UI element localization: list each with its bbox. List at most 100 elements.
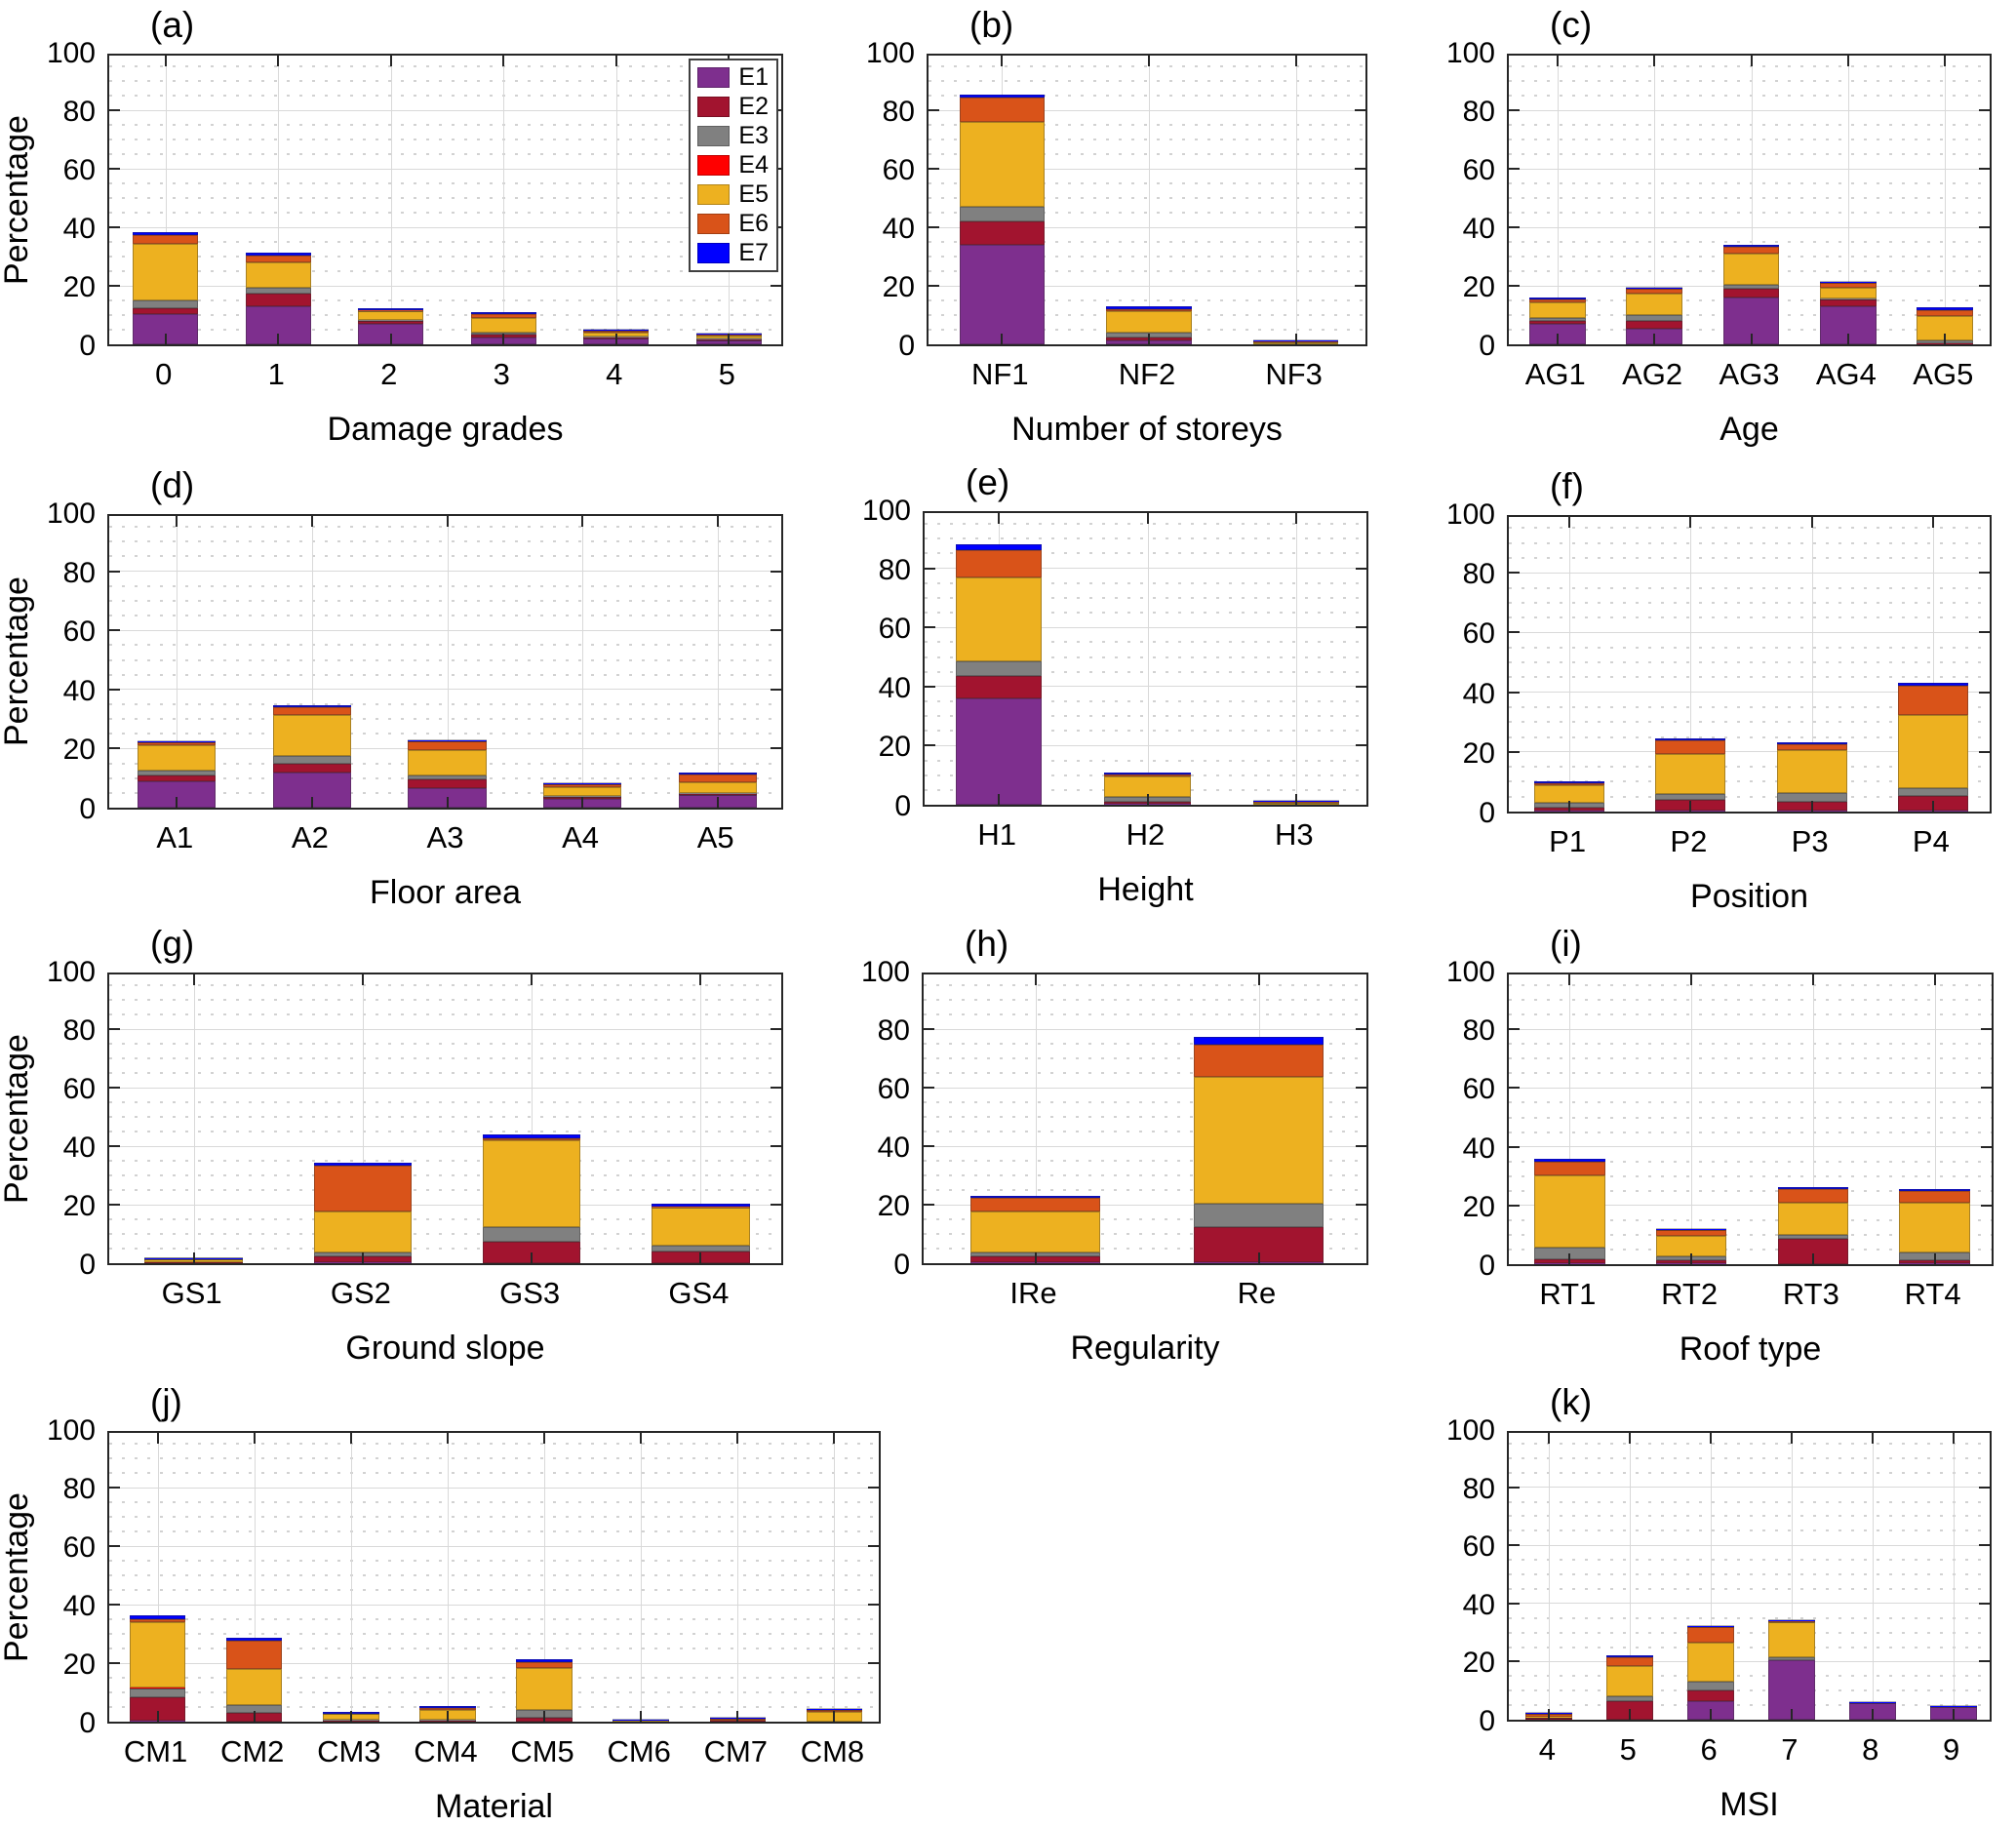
minor-gridline — [109, 1248, 781, 1250]
major-gridline — [109, 1604, 879, 1606]
y-tick-label: 100 — [46, 956, 96, 988]
vertical-gridline — [1872, 1433, 1874, 1720]
segment-E3 — [225, 1704, 283, 1713]
vertical-gridline — [165, 56, 167, 344]
x-tick-mark — [253, 1711, 256, 1722]
y-tick-label: 80 — [62, 1473, 96, 1505]
bar-h-Re — [1194, 971, 1324, 1263]
minor-gridline — [924, 1233, 1366, 1235]
x-tick-mark — [699, 1252, 702, 1263]
minor-gridline — [109, 1189, 781, 1191]
y-tick-mark — [1979, 226, 1990, 228]
major-gridline — [1509, 226, 1990, 228]
minor-gridline — [1509, 1675, 1990, 1678]
major-gridline — [1509, 572, 1990, 574]
major-gridline — [1509, 1544, 1990, 1546]
legend-entry-E1: E1 — [697, 65, 769, 90]
y-tick-mark — [1356, 626, 1366, 629]
y-tick-mark — [109, 109, 120, 111]
segment-E6 — [419, 1707, 476, 1710]
y-tick-mark — [1509, 1204, 1520, 1207]
minor-gridline — [1509, 1646, 1990, 1648]
y-tick-mark — [868, 1487, 879, 1489]
y-tick-mark — [924, 1087, 934, 1089]
x-tick-label: NF1 — [971, 357, 1029, 391]
major-gridline — [109, 1487, 879, 1489]
segment-E2 — [1722, 289, 1780, 298]
segment-E5 — [1528, 301, 1586, 318]
segment-E3 — [1820, 298, 1877, 299]
x-tick-mark — [389, 56, 392, 66]
y-tick-mark — [1509, 750, 1520, 753]
minor-gridline — [109, 1072, 781, 1074]
minor-gridline — [1509, 1233, 1992, 1236]
segment-E5 — [1534, 1174, 1605, 1248]
segment-E2 — [959, 221, 1045, 245]
minor-gridline — [109, 1691, 879, 1693]
x-tick-mark — [310, 797, 313, 808]
minor-gridline — [109, 329, 781, 331]
x-tick-mark — [998, 794, 1001, 805]
vertical-gridline — [1630, 1433, 1632, 1720]
minor-gridline — [924, 1116, 1366, 1118]
minor-gridline — [109, 658, 781, 661]
segment-E2 — [138, 774, 217, 781]
minor-gridline — [109, 1530, 879, 1532]
x-tick-mark — [1568, 517, 1571, 528]
segment-E3 — [138, 771, 217, 775]
x-axis-title-g: Ground slope — [345, 1330, 545, 1367]
y-tick-mark — [1509, 285, 1520, 287]
major-gridline — [109, 571, 781, 573]
bar-k-9 — [1929, 1429, 1977, 1720]
y-tick-label: 100 — [1445, 956, 1495, 988]
plot-area-f — [1507, 515, 1992, 814]
x-tick-mark — [1629, 1709, 1632, 1720]
y-tick-mark — [1355, 285, 1365, 287]
bar-b-NF2 — [1106, 52, 1192, 344]
segment-E3 — [1534, 1247, 1605, 1259]
segment-E7 — [806, 1709, 863, 1711]
panel-a: E1 E2 E3 E4 E5 E6 E7 0 20 40 60 80 100 0 1 2 3 4 5 Damage g… — [0, 5, 783, 448]
x-tick-label: AG4 — [1815, 357, 1877, 391]
segment-E6 — [1534, 1162, 1605, 1175]
minor-gridline — [929, 299, 1365, 301]
y-tick-label: 0 — [79, 1249, 96, 1281]
minor-gridline — [929, 124, 1365, 126]
x-tick-mark — [1568, 801, 1571, 812]
segment-E7 — [133, 231, 199, 235]
minor-gridline — [1509, 1442, 1990, 1445]
x-tick-label: 1 — [267, 357, 285, 391]
segment-E5 — [133, 243, 199, 300]
y-tick-mark — [771, 570, 781, 573]
x-tick-mark — [1294, 56, 1297, 66]
x-tick-mark — [543, 1711, 546, 1722]
minor-gridline — [1509, 780, 1990, 783]
segment-E1 — [959, 245, 1045, 344]
minor-gridline — [109, 999, 781, 1001]
minor-gridline — [929, 197, 1365, 199]
legend-entry-E3: E3 — [697, 124, 769, 148]
segment-E7 — [470, 312, 536, 314]
minor-gridline — [929, 95, 1365, 97]
y-tick-label: 0 — [79, 330, 96, 362]
x-tick-mark — [614, 334, 617, 344]
segment-E5 — [358, 311, 424, 320]
minor-gridline — [109, 1043, 781, 1045]
segment-E7 — [583, 330, 650, 332]
x-tick-mark — [1944, 334, 1947, 344]
x-tick-mark — [1294, 513, 1297, 524]
bar-c-AG4 — [1820, 52, 1877, 344]
segment-E3 — [1777, 1234, 1849, 1240]
y-tick-mark — [109, 226, 120, 228]
legend-entry-E4: E4 — [697, 153, 769, 178]
y-tick-label: 60 — [62, 1531, 96, 1564]
minor-gridline — [109, 1706, 879, 1708]
segment-E5 — [1606, 1665, 1654, 1697]
plot-area-g — [107, 973, 783, 1265]
minor-gridline — [929, 270, 1365, 272]
segment-E7 — [970, 1196, 1100, 1199]
y-tick-mark — [1509, 1486, 1520, 1489]
y-tick-label: 60 — [62, 616, 96, 649]
segment-E5 — [542, 786, 622, 796]
segment-E5 — [1194, 1076, 1324, 1205]
